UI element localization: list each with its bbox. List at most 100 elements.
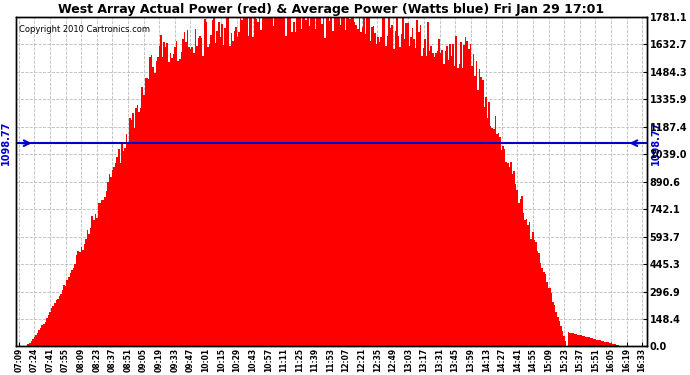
Bar — [99, 203, 101, 346]
Bar — [537, 251, 538, 346]
Bar — [90, 228, 92, 346]
Bar — [223, 45, 224, 346]
Bar — [474, 76, 476, 346]
Bar — [611, 344, 613, 346]
Bar — [462, 68, 463, 346]
Bar — [182, 39, 184, 346]
Bar — [321, 24, 323, 346]
Bar — [454, 66, 455, 347]
Bar — [408, 46, 410, 346]
Bar — [164, 42, 165, 346]
Bar — [502, 146, 504, 346]
Bar — [238, 32, 240, 347]
Bar — [76, 255, 77, 346]
Bar — [407, 23, 408, 347]
Bar — [532, 232, 533, 346]
Bar — [353, 17, 354, 346]
Bar — [507, 164, 509, 346]
Bar — [273, 26, 274, 346]
Bar — [393, 49, 395, 346]
Bar — [107, 182, 108, 346]
Bar — [431, 46, 432, 346]
Bar — [54, 303, 56, 346]
Bar — [510, 162, 512, 346]
Bar — [327, 17, 329, 346]
Bar — [157, 57, 159, 346]
Bar — [509, 167, 510, 346]
Bar — [559, 321, 560, 346]
Bar — [32, 339, 34, 346]
Bar — [71, 270, 72, 346]
Bar — [557, 317, 559, 346]
Bar — [499, 137, 501, 346]
Bar — [471, 66, 473, 347]
Bar — [221, 24, 223, 346]
Bar — [554, 305, 555, 347]
Bar — [39, 330, 40, 346]
Bar — [28, 344, 29, 346]
Bar — [357, 29, 359, 347]
Bar — [395, 32, 396, 347]
Bar — [476, 61, 477, 346]
Bar — [338, 17, 340, 346]
Bar — [324, 38, 326, 346]
Bar — [365, 34, 366, 346]
Bar — [421, 56, 423, 346]
Bar — [515, 184, 516, 346]
Bar — [401, 34, 402, 346]
Bar — [301, 28, 302, 347]
Bar — [102, 200, 104, 346]
Bar — [538, 253, 540, 346]
Bar — [323, 17, 324, 346]
Bar — [329, 21, 331, 346]
Bar — [444, 51, 446, 346]
Bar — [340, 25, 342, 347]
Bar — [195, 28, 196, 347]
Bar — [204, 20, 206, 346]
Bar — [172, 54, 175, 346]
Bar — [41, 325, 43, 346]
Bar — [423, 48, 424, 346]
Bar — [288, 17, 290, 346]
Bar — [479, 69, 480, 346]
Bar — [234, 31, 235, 347]
Bar — [513, 171, 515, 346]
Bar — [218, 22, 219, 346]
Bar — [610, 343, 611, 346]
Bar — [568, 332, 569, 346]
Bar — [518, 203, 520, 346]
Bar — [355, 26, 357, 347]
Bar — [466, 41, 468, 346]
Text: Copyright 2010 Cartronics.com: Copyright 2010 Cartronics.com — [19, 25, 150, 34]
Bar — [457, 68, 459, 347]
Bar — [332, 31, 333, 347]
Bar — [432, 53, 433, 346]
Bar — [418, 32, 420, 347]
Bar — [544, 274, 546, 346]
Bar — [135, 108, 137, 347]
Bar — [255, 19, 257, 346]
Bar — [284, 17, 285, 346]
Bar — [160, 35, 161, 346]
Bar — [293, 22, 295, 346]
Bar — [521, 196, 522, 346]
Bar — [377, 36, 379, 346]
Bar — [179, 59, 181, 346]
Bar — [210, 35, 212, 346]
Bar — [552, 302, 554, 346]
Bar — [443, 64, 444, 346]
Bar — [106, 191, 107, 346]
Bar — [598, 340, 599, 346]
Bar — [371, 27, 373, 347]
Bar — [193, 53, 195, 346]
Bar — [276, 17, 277, 346]
Text: 1098.77: 1098.77 — [651, 121, 661, 165]
Bar — [126, 135, 128, 346]
Bar — [390, 28, 391, 347]
Bar — [246, 17, 248, 346]
Bar — [540, 263, 542, 346]
Bar — [70, 273, 71, 346]
Bar — [257, 22, 259, 347]
Bar — [264, 17, 265, 346]
Bar — [342, 17, 343, 346]
